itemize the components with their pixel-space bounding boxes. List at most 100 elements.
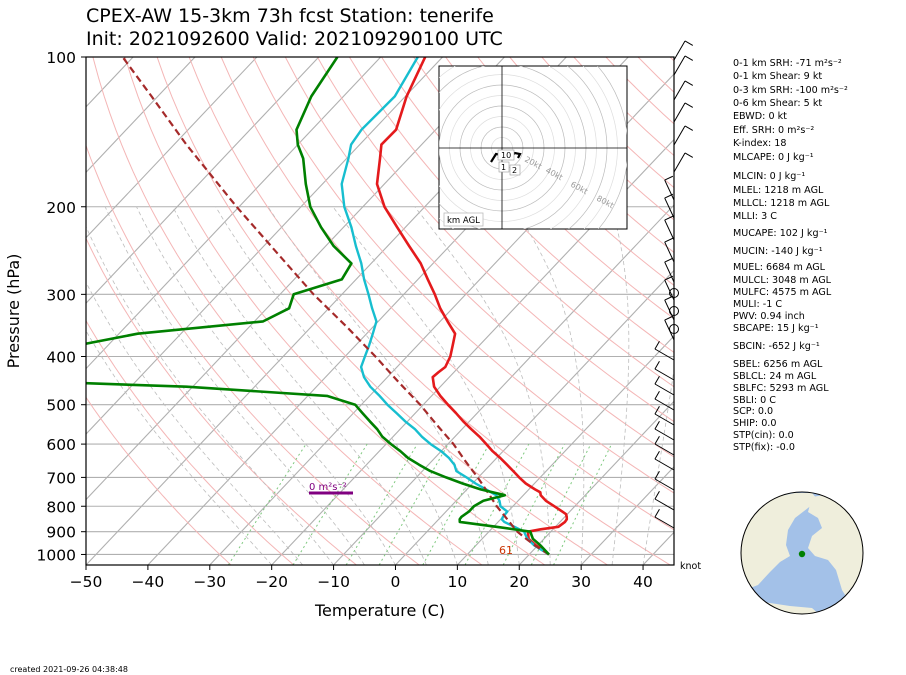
index-line: MLLI: 3 C xyxy=(733,211,777,222)
moist-adiabat xyxy=(136,206,396,565)
y-tick-label: 600 xyxy=(46,436,76,454)
wind-barb xyxy=(673,40,686,61)
index-line: MULFC: 4575 m AGL xyxy=(733,287,832,298)
wind-barb xyxy=(654,478,675,491)
moist-adiabat xyxy=(86,330,272,565)
index-line: Eff. SRH: 0 m²s⁻² xyxy=(733,125,815,136)
wind-barb-flag xyxy=(664,257,674,263)
x-tick-label: 40 xyxy=(633,573,653,591)
isotherm xyxy=(456,335,674,565)
srh-label: 0 m²s⁻² xyxy=(309,482,347,493)
wind-barb xyxy=(664,179,675,201)
dry-adiabat xyxy=(86,144,420,565)
wind-barb xyxy=(654,383,675,396)
wind-barb xyxy=(664,241,675,263)
y-tick-label: 500 xyxy=(46,397,76,415)
index-line: MLLCL: 1218 m AGL xyxy=(733,198,830,209)
index-line: SBLCL: 24 m AGL xyxy=(733,371,817,382)
moist-adiabat xyxy=(610,206,630,565)
wind-barb-flag xyxy=(654,340,660,350)
moist-adiabat xyxy=(642,366,674,565)
wind-barb-flag xyxy=(654,360,660,370)
wind-barb xyxy=(654,398,675,411)
wind-barb xyxy=(654,458,675,471)
wind-barb xyxy=(654,498,675,511)
moist-adiabat xyxy=(104,206,365,565)
wind-barb-flag xyxy=(664,175,674,181)
isotherm xyxy=(86,57,320,304)
wind-barb-flag xyxy=(684,55,694,61)
dry-adiabat xyxy=(92,57,483,565)
index-line: STP(cin): 0.0 xyxy=(733,430,794,441)
x-tick-label: 20 xyxy=(509,573,529,591)
index-line: MLEL: 1218 m AGL xyxy=(733,185,824,196)
moist-adiabat xyxy=(215,206,458,565)
index-line: MUEL: 6684 m AGL xyxy=(733,262,826,273)
axis-ticks: −50 −40 −30 −20 −10 0 10 20 30 40 100 200 300 400 500 6… xyxy=(37,49,653,591)
wind-barb-flag xyxy=(654,435,660,445)
index-line: SCP: 0.0 xyxy=(733,406,774,417)
dry-adiabat xyxy=(316,57,674,423)
wind-barb-flag xyxy=(654,375,660,385)
index-line: MULCL: 3048 m AGL xyxy=(733,275,832,286)
hodo-legend-box xyxy=(443,212,484,227)
wind-barb-flag xyxy=(654,405,660,415)
isotherm xyxy=(86,57,382,370)
dry-adiabat xyxy=(86,237,357,565)
location-globe xyxy=(740,491,864,615)
index-line: PWV: 0.94 inch xyxy=(733,311,805,322)
index-line: MLCIN: 0 J kg⁻¹ xyxy=(733,171,806,182)
y-tick-label: 100 xyxy=(46,49,76,67)
dry-adiabat xyxy=(188,57,671,565)
hodo-label-box-1 xyxy=(498,161,510,173)
dry-adiabat xyxy=(86,396,232,565)
moist-adiabat xyxy=(512,206,585,565)
wind-barb-flag xyxy=(684,40,694,46)
hodo-label-10: 10 xyxy=(501,151,511,160)
isotherm xyxy=(86,57,505,501)
dry-adiabat xyxy=(252,57,674,494)
index-line: SBEL: 6256 m AGL xyxy=(733,359,823,370)
x-tick-label: −10 xyxy=(317,573,350,591)
wind-barb-flag xyxy=(664,315,674,321)
chart-title: CPEX-AW 15-3km 73h fcst Station: tenerif… xyxy=(86,5,494,27)
wind-barb xyxy=(654,443,675,456)
index-line: 0-1 km Shear: 9 kt xyxy=(733,71,823,82)
wind-barb-flag xyxy=(654,420,660,430)
moist-adiabat xyxy=(414,206,551,565)
isotherm xyxy=(86,57,196,174)
isotherm xyxy=(271,138,674,565)
index-line: 0-3 km SRH: -100 m²s⁻² xyxy=(733,85,848,96)
station-marker xyxy=(798,550,806,558)
mixing-ratio-line xyxy=(553,443,613,565)
isotherm xyxy=(86,57,258,239)
isotherm xyxy=(395,269,674,565)
index-line: MULI: -1 C xyxy=(733,299,783,310)
x-tick-label: 10 xyxy=(448,573,468,591)
mixing-ratio-line xyxy=(530,443,592,565)
dry-adiabat xyxy=(284,57,674,458)
x-tick-label: −40 xyxy=(132,573,165,591)
calm-wind-marker xyxy=(669,324,679,334)
dry-adiabat xyxy=(381,57,674,354)
dry-adiabat xyxy=(348,57,674,388)
x-tick-label: −20 xyxy=(255,573,288,591)
y-tick-label: 300 xyxy=(46,286,76,304)
hodograph-inset: 20kt 40kt 60kt 80kt 10 2 1 km AGL xyxy=(438,65,628,230)
created-timestamp: created 2021-09-26 04:38:48 xyxy=(10,665,128,674)
x-tick-label: −50 xyxy=(70,573,103,591)
isotherm xyxy=(518,400,674,565)
calm-wind-marker xyxy=(669,306,679,316)
mixing-ratio-line xyxy=(227,443,307,565)
wind-barb xyxy=(654,516,675,529)
index-line: SBLFC: 5293 m AGL xyxy=(733,383,829,394)
hodo-label-box-10 xyxy=(497,149,515,161)
wind-barb xyxy=(654,413,675,426)
surface-label: 61 xyxy=(499,544,513,557)
x-tick-label: 30 xyxy=(571,573,591,591)
wind-barb xyxy=(673,125,686,146)
wind-barb xyxy=(673,152,686,173)
x-axis-label: Temperature (C) xyxy=(314,601,445,620)
wind-barb-flag xyxy=(684,125,694,131)
